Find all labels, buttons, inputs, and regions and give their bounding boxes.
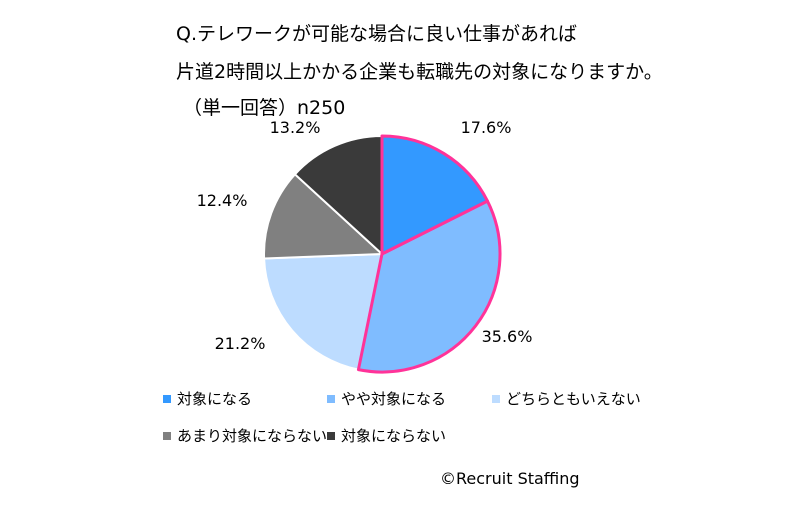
data-label-2: 21.2% [215, 334, 266, 353]
copyright-credit: ©Recruit Staffing [440, 469, 580, 488]
chart-title-line-3: （単一回答）n250 [183, 97, 346, 119]
data-label-1: 35.6% [482, 327, 533, 346]
legend-swatch [327, 431, 335, 440]
legend-label: 対象にならない [341, 427, 447, 445]
data-label-4: 13.2% [270, 118, 321, 137]
legend-label: やや対象になる [341, 390, 447, 408]
legend-label: 対象になる [177, 390, 253, 408]
legend-label: あまり対象にならない [177, 427, 328, 445]
data-label-0: 17.6% [461, 118, 512, 137]
chart-title-line-1: Q.テレワークが可能な場合に良い仕事があれば [176, 23, 577, 45]
highlight-outline-1 [356, 199, 502, 374]
pie-slice-3 [263, 172, 385, 260]
legend-swatch [163, 431, 171, 440]
legend-swatch [327, 394, 335, 403]
data-label-3: 12.4% [197, 191, 248, 210]
legend-item-1: やや対象になる [327, 388, 446, 409]
chart-title-line-2: 片道2時間以上かかる企業も転職先の対象になりますか。 [176, 61, 663, 83]
legend-swatch [492, 394, 500, 403]
highlight-outline-0 [380, 134, 489, 256]
legend-item-0: 対象になる [163, 388, 252, 409]
legend-label: どちらともいえない [506, 390, 641, 408]
pie-slice-2 [263, 252, 384, 371]
legend-swatch [163, 394, 171, 403]
pie-slice-4 [293, 134, 383, 257]
legend-item-3: あまり対象にならない [163, 425, 327, 446]
legend-item-4: 対象にならない [327, 425, 446, 446]
legend-item-2: どちらともいえない [492, 388, 641, 409]
